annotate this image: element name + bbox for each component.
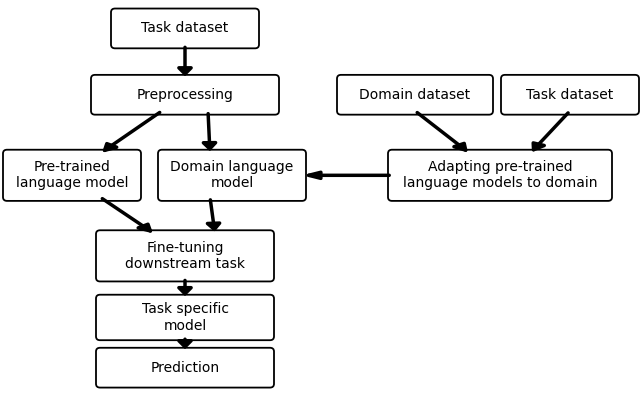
FancyBboxPatch shape bbox=[3, 150, 141, 201]
Text: Task dataset: Task dataset bbox=[526, 88, 614, 102]
Text: Preprocessing: Preprocessing bbox=[136, 88, 234, 102]
FancyBboxPatch shape bbox=[96, 230, 274, 281]
Text: Domain dataset: Domain dataset bbox=[360, 88, 470, 102]
FancyBboxPatch shape bbox=[501, 75, 639, 115]
Text: Pre-trained
language model: Pre-trained language model bbox=[16, 160, 128, 190]
FancyBboxPatch shape bbox=[91, 75, 279, 115]
FancyBboxPatch shape bbox=[111, 8, 259, 48]
FancyBboxPatch shape bbox=[337, 75, 493, 115]
FancyBboxPatch shape bbox=[388, 150, 612, 201]
Text: Domain language
model: Domain language model bbox=[170, 160, 294, 190]
Text: Task dataset: Task dataset bbox=[141, 21, 228, 35]
Text: Task specific
model: Task specific model bbox=[141, 302, 228, 333]
FancyBboxPatch shape bbox=[158, 150, 306, 201]
FancyBboxPatch shape bbox=[96, 348, 274, 388]
Text: Adapting pre-trained
language models to domain: Adapting pre-trained language models to … bbox=[403, 160, 597, 190]
Text: Fine-tuning
downstream task: Fine-tuning downstream task bbox=[125, 241, 245, 271]
FancyBboxPatch shape bbox=[96, 295, 274, 340]
Text: Prediction: Prediction bbox=[150, 361, 220, 375]
